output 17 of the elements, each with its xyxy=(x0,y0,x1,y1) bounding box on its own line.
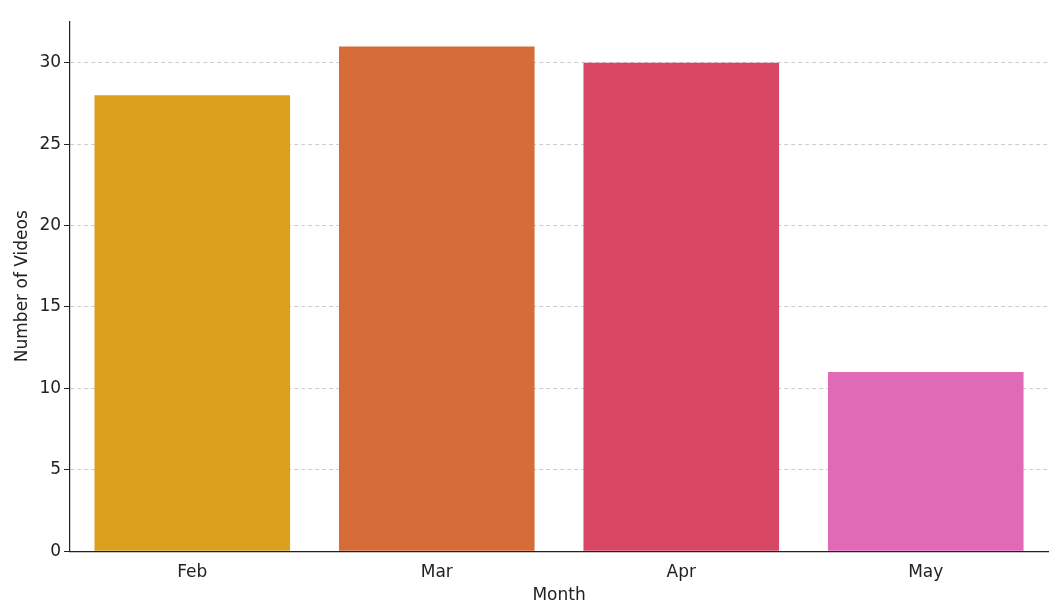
y-tick-label: 5 xyxy=(50,458,62,479)
bar xyxy=(94,95,291,551)
bar xyxy=(827,372,1024,551)
bar xyxy=(583,62,780,551)
y-tick-label: 20 xyxy=(39,213,62,234)
y-tick-label: 10 xyxy=(39,376,62,397)
x-tick-label: Mar xyxy=(420,560,453,581)
bar xyxy=(338,46,535,551)
y-tick-label: 25 xyxy=(39,132,62,153)
y-axis-title: Number of Videos xyxy=(10,210,31,363)
x-tick-label: Apr xyxy=(666,560,696,581)
x-tick-label: May xyxy=(908,560,944,581)
x-tick-label: Feb xyxy=(177,560,208,581)
y-tick-label: 0 xyxy=(50,539,62,560)
y-tick-label: 30 xyxy=(39,51,62,72)
y-tick-label: 15 xyxy=(39,295,62,316)
x-axis-title: Month xyxy=(532,584,586,605)
